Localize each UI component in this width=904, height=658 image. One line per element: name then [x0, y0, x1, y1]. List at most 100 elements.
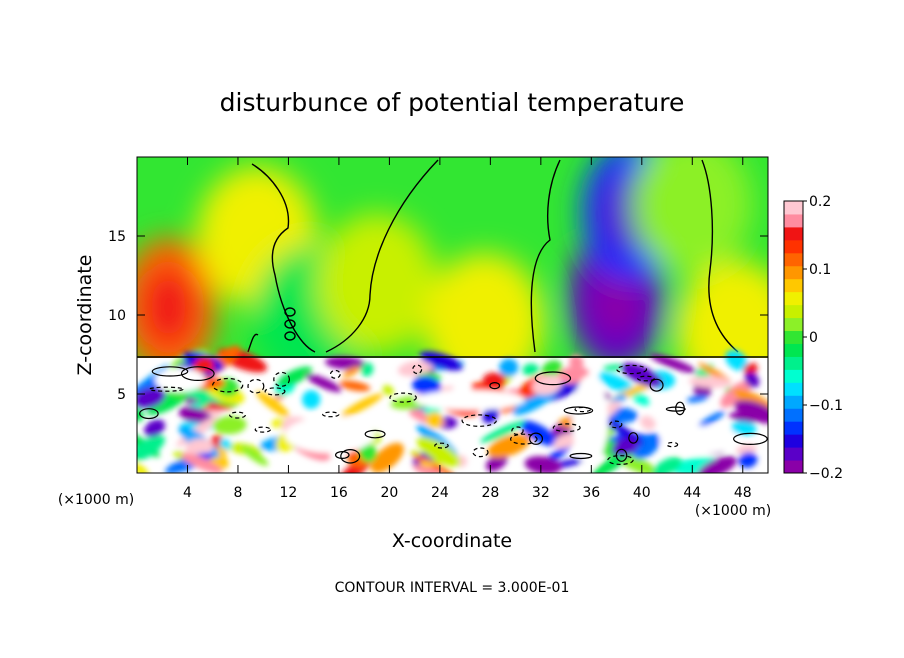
contour-line: [325, 159, 439, 353]
turbulence-blob: [522, 363, 539, 377]
contour-loop: [229, 411, 246, 419]
contour-loop: [615, 448, 628, 462]
contour-loop: [637, 375, 655, 382]
x-tick-label: 32: [532, 485, 550, 501]
contour-loop: [322, 411, 340, 418]
turbulence-blob: [397, 360, 432, 377]
turbulence-blob: [178, 406, 213, 425]
turbulence-blob: [370, 442, 404, 473]
plot-area: [137, 157, 768, 473]
turbulence-blob: [277, 366, 313, 387]
turbulence-blob: [649, 353, 697, 374]
contour-loop: [247, 378, 265, 394]
turbulence-blob: [603, 364, 627, 371]
contour-loop: [574, 406, 591, 413]
turbulence-blob: [640, 415, 656, 430]
off-scale-patch: [660, 426, 740, 454]
turbulence-blob: [531, 374, 563, 396]
turbulence-blob: [301, 390, 321, 409]
contour-loop: [284, 331, 296, 341]
lower-field: [137, 345, 768, 473]
contour-loop: [461, 414, 497, 427]
x-unit-label-right: (×1000 m): [695, 503, 771, 519]
colorbar-swatch: [784, 447, 803, 461]
turbulence-blob: [185, 438, 214, 457]
turbulence-blob: [524, 456, 562, 473]
contour-loop: [616, 364, 648, 375]
y-tick-label: 5: [117, 387, 126, 403]
turbulence-blob: [480, 420, 525, 443]
colorbar-swatch: [784, 434, 803, 448]
x-tick-label: 16: [330, 485, 348, 501]
turbulence-blob: [744, 372, 760, 388]
colorbar-swatch: [784, 330, 803, 344]
contour-loop: [334, 451, 350, 460]
contour-loop: [434, 442, 449, 449]
x-tick-label: 44: [683, 485, 701, 501]
turbulence-blob: [137, 435, 165, 462]
field-anomaly-core: [142, 267, 195, 348]
contour-loop: [509, 433, 538, 445]
colorbar-swatch: [784, 395, 803, 409]
x-tick-label: 24: [431, 485, 449, 501]
turbulence-blob: [652, 456, 682, 473]
turbulence-blob: [339, 380, 371, 392]
turbulence-blob: [144, 419, 166, 438]
y-tick-label: 10: [108, 308, 126, 324]
turbulence-blob: [630, 390, 650, 406]
contour-loop: [273, 371, 291, 387]
contour-loop: [329, 369, 341, 379]
contour-loop: [254, 426, 271, 433]
x-tick-label: 20: [380, 485, 398, 501]
contour-loop: [148, 386, 184, 392]
x-tick-label: 48: [734, 485, 752, 501]
turbulence-blob: [738, 452, 758, 468]
contour-line: [251, 163, 316, 353]
contour-loop: [563, 406, 594, 415]
turbulence-blob: [137, 462, 149, 473]
contour-loop: [364, 429, 386, 439]
turbulence-blob: [598, 372, 636, 394]
contour-loop: [284, 319, 296, 329]
turbulence-blob: [688, 376, 732, 388]
contour-loop: [607, 455, 634, 466]
colorbar-swatch: [784, 369, 803, 383]
contour-line: [530, 159, 561, 353]
turbulence-blob: [485, 453, 508, 472]
x-unit-label-left: (×1000 m): [58, 492, 134, 508]
turbulence-blob: [360, 362, 374, 377]
turbulence-blob: [342, 366, 361, 378]
contour-loop: [264, 387, 286, 396]
contour-loop: [180, 366, 215, 382]
x-tick-label: 40: [633, 485, 651, 501]
contour-loop: [666, 441, 679, 448]
turbulence-blob: [219, 438, 232, 450]
upper-contours: [247, 159, 739, 353]
field-anomaly: [632, 157, 753, 275]
field-anomaly: [316, 213, 437, 354]
turbulence-blob: [341, 393, 383, 417]
contour-line: [701, 159, 739, 353]
x-tick-label: 12: [280, 485, 298, 501]
colorbar-tick-label: 0.2: [809, 194, 831, 210]
turbulence-blob: [601, 416, 645, 446]
contour-loop: [139, 408, 159, 420]
turbulence-blob: [359, 443, 377, 463]
colorbar-swatch: [784, 252, 803, 267]
turbulence-blob: [728, 412, 756, 423]
contour-loop: [534, 371, 572, 386]
turbulence-blob: [416, 436, 461, 467]
contour-loop: [628, 432, 639, 444]
x-axis: 4 8 12 16 20 24 28 32 36 40 44 48: [183, 157, 752, 501]
turbulence-blob: [256, 391, 290, 418]
turbulence-blob: [743, 362, 758, 376]
colorbar-swatch: [784, 213, 803, 228]
contour-loop: [284, 307, 296, 317]
contour-loop: [389, 392, 417, 403]
turbulence-blob: [482, 372, 507, 389]
turbulence-blob: [487, 433, 531, 458]
contour-loop: [528, 432, 543, 445]
turbulence-blob: [137, 387, 166, 409]
contour-loop: [472, 447, 489, 458]
